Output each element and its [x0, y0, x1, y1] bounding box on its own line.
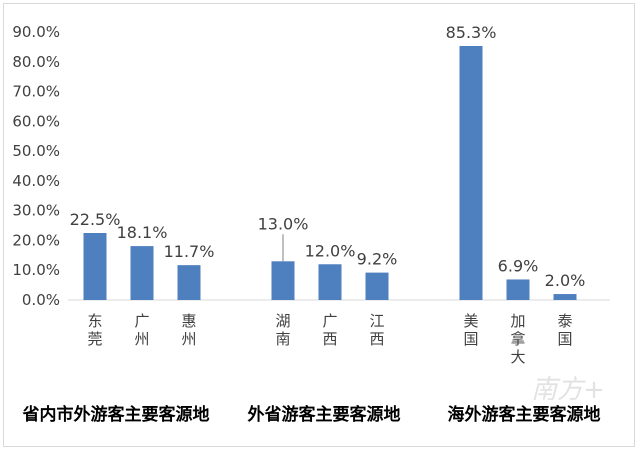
category-label: 东莞 [87, 312, 102, 348]
data-label: 12.0% [305, 241, 356, 260]
y-tick-label: 0.0% [22, 291, 60, 309]
y-tick-label: 40.0% [12, 172, 60, 190]
watermark-logo: 南方+ [531, 375, 605, 405]
bar-美国 [459, 45, 483, 300]
category-label: 湖南 [275, 312, 290, 348]
category-label: 广州 [134, 312, 149, 348]
y-tick-label: 80.0% [12, 53, 60, 71]
bar-江西 [365, 272, 389, 300]
data-label: 6.9% [498, 256, 539, 275]
y-tick-label: 50.0% [12, 142, 60, 160]
y-tick-label: 30.0% [12, 202, 60, 220]
group-label: 外省游客主要客源地 [248, 404, 401, 425]
data-label: 22.5% [70, 210, 121, 229]
data-label: 2.0% [545, 271, 586, 290]
category-label: 广西 [322, 312, 337, 348]
category-label: 美国 [463, 312, 478, 348]
y-tick-label: 20.0% [12, 231, 60, 249]
y-tick-label: 60.0% [12, 112, 60, 130]
group-label: 海外游客主要客源地 [448, 404, 601, 425]
y-tick-label: 70.0% [12, 83, 60, 101]
data-label: 9.2% [357, 250, 398, 269]
bar-惠州 [177, 265, 201, 300]
data-label: 18.1% [117, 223, 168, 242]
group-label: 省内市外游客主要客源地 [22, 404, 210, 425]
chart-frame [3, 3, 635, 447]
category-label: 泰国 [557, 312, 572, 348]
y-tick-label: 90.0% [12, 23, 60, 41]
y-tick-label: 10.0% [12, 261, 60, 279]
data-label: 13.0% [258, 214, 309, 233]
bar-加拿大 [506, 279, 530, 300]
category-label: 江西 [369, 312, 384, 348]
bar-广西 [318, 264, 342, 300]
bar-广州 [130, 246, 154, 300]
category-label: 惠州 [181, 312, 196, 348]
data-label: 85.3% [446, 23, 497, 42]
bar-泰国 [553, 294, 577, 300]
bar-东莞 [83, 233, 107, 300]
bar-湖南 [271, 261, 295, 300]
data-label: 11.7% [164, 242, 215, 261]
category-label: 加拿大 [510, 312, 525, 366]
